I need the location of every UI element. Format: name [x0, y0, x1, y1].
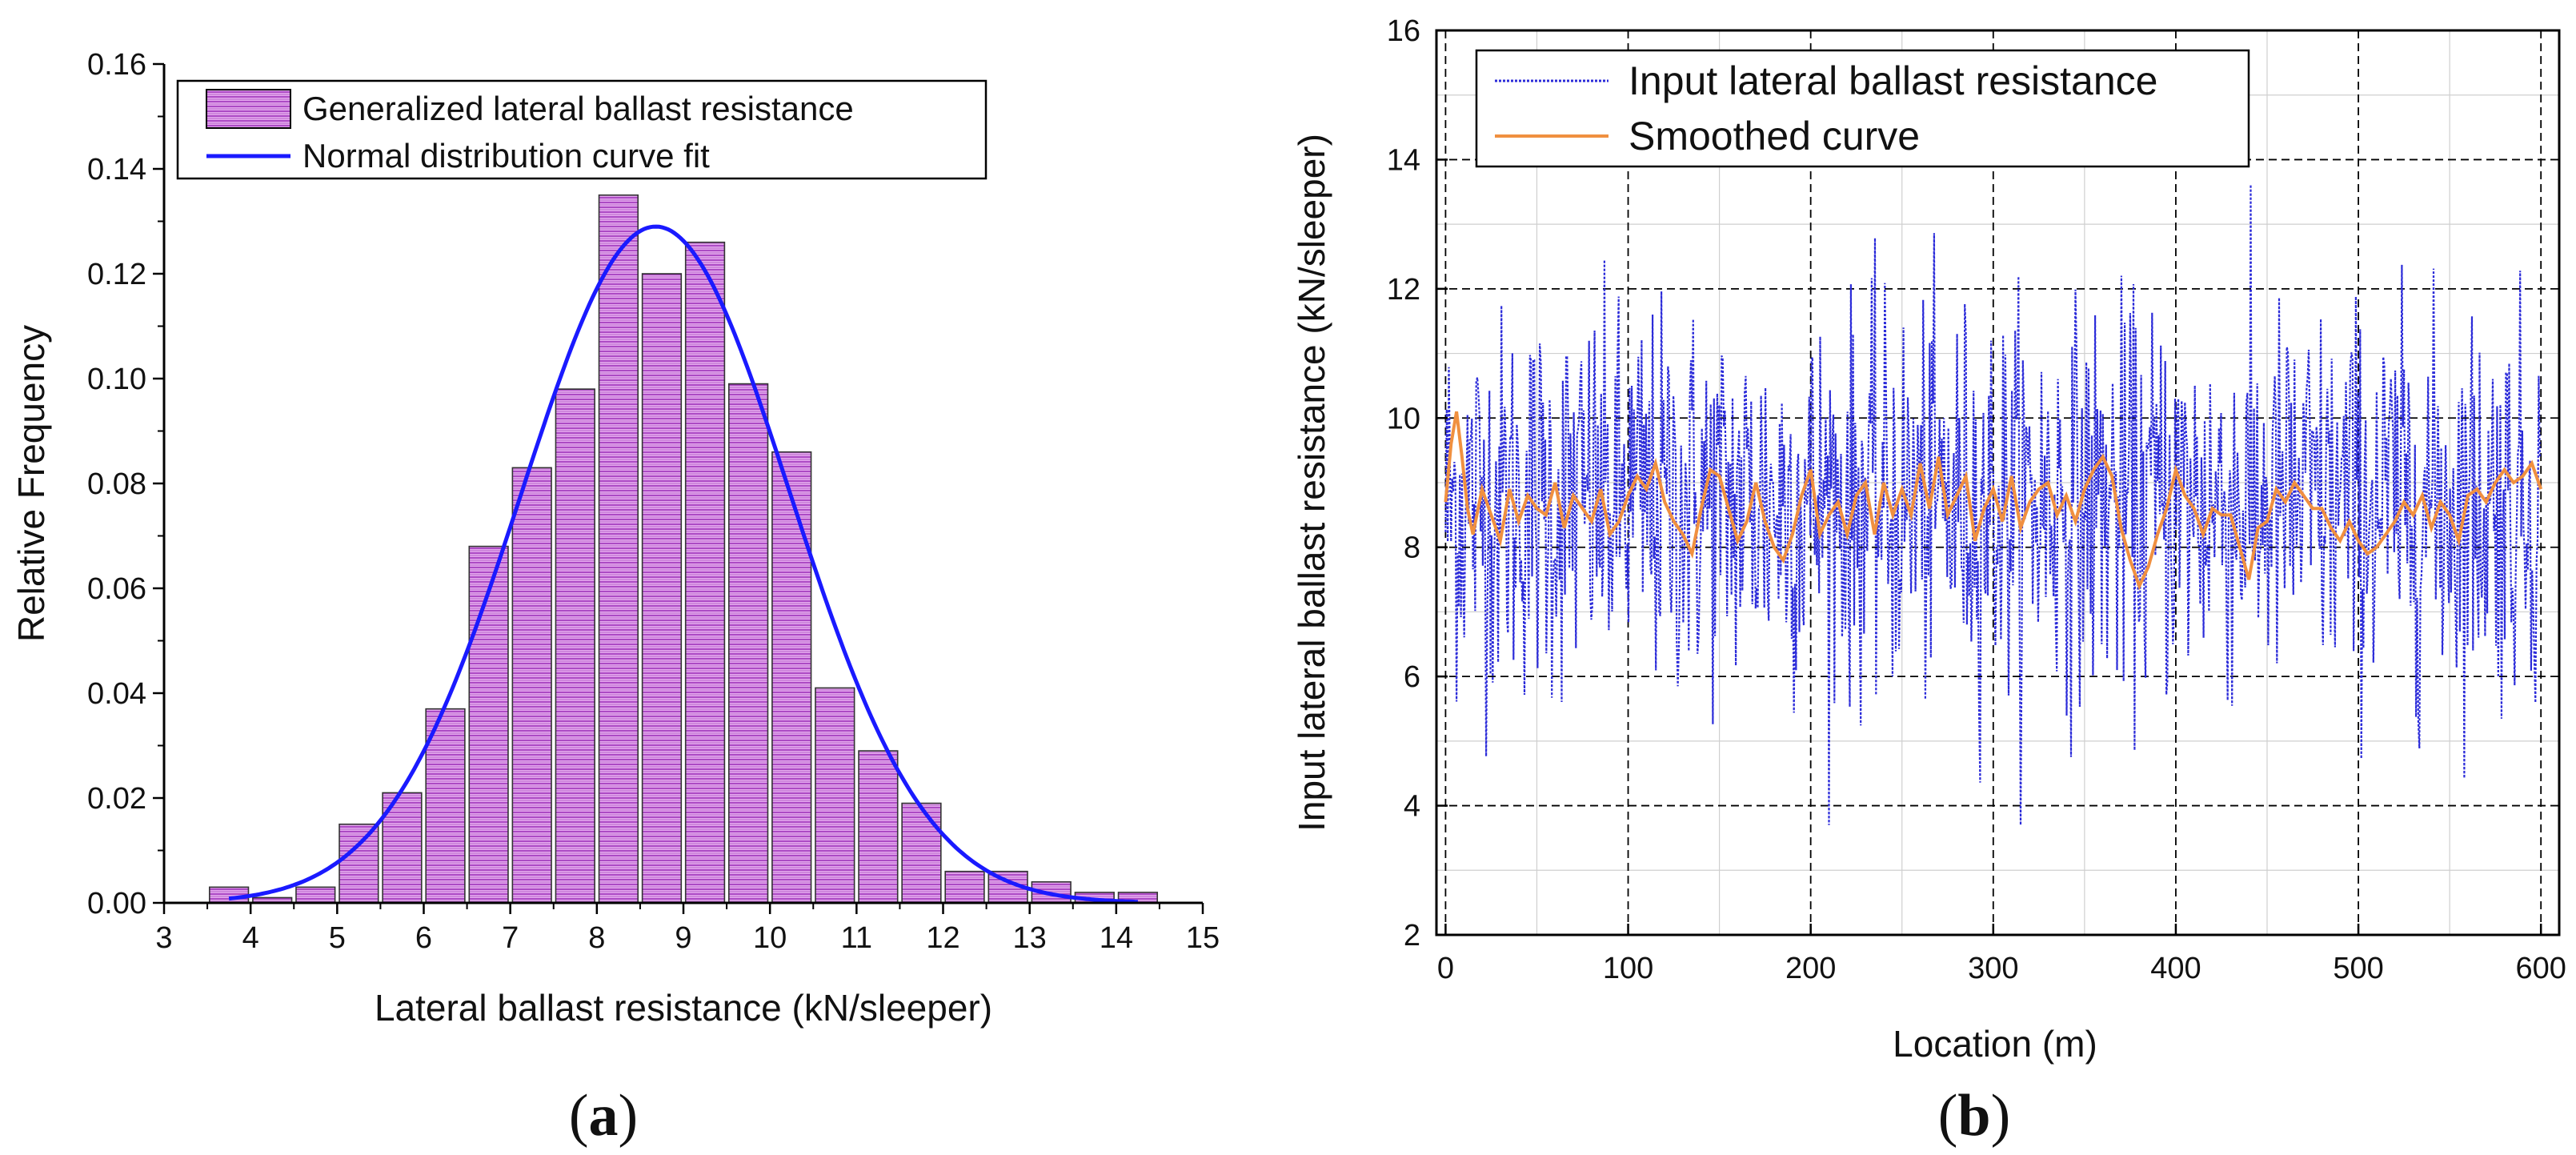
y-tick-label: 0.00: [87, 887, 146, 920]
y-tick-label: 8: [1404, 531, 1420, 565]
x-tick-label: 7: [502, 921, 519, 955]
y-tick-label: 6: [1404, 660, 1420, 694]
x-tick-label: 14: [1100, 921, 1133, 955]
x-tick-label: 300: [1968, 952, 2018, 985]
x-tick-label: 3: [155, 921, 172, 955]
y-tick-label: 0.14: [87, 153, 146, 186]
x-tick-label: 200: [1785, 952, 1836, 985]
x-tick-label: 11: [841, 921, 872, 955]
x-tick-label: 6: [415, 921, 432, 955]
y-tick-label: 2: [1404, 919, 1420, 952]
legend: Generalized lateral ballast resistance N…: [176, 79, 988, 180]
x-tick-label: 500: [2333, 952, 2383, 985]
legend-bar-swatch: [206, 89, 291, 129]
y-axis-ticks: 2 4 6 8 10 12 14 16: [1387, 14, 1448, 952]
histogram-bar: [944, 870, 985, 903]
x-tick-label: 9: [675, 921, 691, 955]
histogram-bar: [295, 886, 336, 903]
histogram-bar: [468, 545, 509, 903]
plot-frame: [1435, 29, 2561, 936]
histogram-bar: [555, 388, 595, 903]
legend-label-fit: Normal distribution curve fit: [302, 137, 710, 174]
histogram-bar: [901, 802, 942, 903]
y-axis-ticks: 0.00 0.02 0.04 0.06 0.08 0.10 0.12 0.14 0.16: [87, 48, 164, 920]
x-tick-label: 12: [926, 921, 959, 955]
x-axis-title: Lateral ballast resistance (kN/sleeper): [375, 987, 992, 1029]
legend-label-histogram: Generalized lateral ballast resistance: [302, 90, 854, 127]
histogram-bar: [339, 823, 379, 903]
histogram-chart: 3 4 5 6 7 8 9 10 11 12 13 14 15 0.00 0.02 0.04 0.06 0.08…: [10, 48, 1220, 1149]
legend-label-smoothed: Smoothed curve: [1629, 114, 1920, 158]
x-tick-label: 0: [1437, 952, 1454, 985]
x-tick-label: 13: [1013, 921, 1047, 955]
x-tick-label: 4: [242, 921, 259, 955]
panel-letter-b: b: [1957, 1083, 1990, 1149]
x-tick-label: 10: [753, 921, 787, 955]
normal-fit-curve: [228, 224, 1138, 904]
x-axis-ticks: 0 100 200 300 400 500 600: [1437, 924, 2566, 985]
y-tick-label: 10: [1387, 402, 1420, 435]
x-axis-ticks: 3 4 5 6 7 8 9 10 11 12 13 14 15: [155, 903, 1220, 955]
smoothed-curve-line: [1444, 411, 2543, 591]
x-tick-label: 600: [2515, 952, 2566, 985]
panel-letter-a: a: [589, 1083, 619, 1149]
x-tick-label: 8: [588, 921, 605, 955]
line-chart: 0 100 200 300 400 500 600 2 4 6 8 10 12 14 16 Input l…: [1291, 14, 2566, 1149]
histogram-bars: [208, 194, 1159, 903]
x-tick-label: 400: [2150, 952, 2201, 985]
y-tick-label: 0.16: [87, 48, 146, 82]
x-tick-label: 100: [1603, 952, 1653, 985]
x-tick-label: 5: [329, 921, 346, 955]
y-tick-label: 0.04: [87, 677, 146, 711]
legend-box: [176, 79, 988, 180]
y-tick-label: 0.06: [87, 572, 146, 606]
histogram-bar: [511, 467, 552, 903]
legend: Input lateral ballast resistance Smoothe…: [1475, 49, 2250, 168]
histogram-bar: [858, 750, 899, 903]
histogram-bar: [771, 451, 812, 903]
legend-box: [1475, 49, 2250, 168]
legend-label-input: Input lateral ballast resistance: [1629, 58, 2157, 103]
panel-label-a: (a): [569, 1083, 638, 1149]
x-tick-label: 15: [1186, 921, 1220, 955]
y-axis-title: Input lateral ballast resistance (kN/sle…: [1291, 134, 1332, 832]
y-axis-title: Relative Frequency: [10, 325, 52, 642]
y-tick-label: 0.10: [87, 363, 146, 396]
histogram-bar: [815, 687, 855, 903]
y-tick-label: 0.02: [87, 782, 146, 816]
histogram-bar: [598, 194, 639, 903]
input-resistance-line: [1444, 184, 2541, 825]
y-tick-label: 0.12: [87, 258, 146, 291]
histogram-bar: [641, 273, 683, 903]
y-tick-label: 16: [1387, 14, 1420, 48]
panel-label-b: (b): [1938, 1083, 2010, 1149]
x-axis-title: Location (m): [1893, 1023, 2097, 1065]
histogram-bar: [727, 383, 769, 903]
histogram-bar: [684, 241, 726, 903]
y-tick-label: 12: [1387, 273, 1420, 307]
y-tick-label: 14: [1387, 143, 1420, 177]
y-tick-label: 0.08: [87, 467, 146, 501]
y-tick-label: 4: [1404, 790, 1420, 824]
